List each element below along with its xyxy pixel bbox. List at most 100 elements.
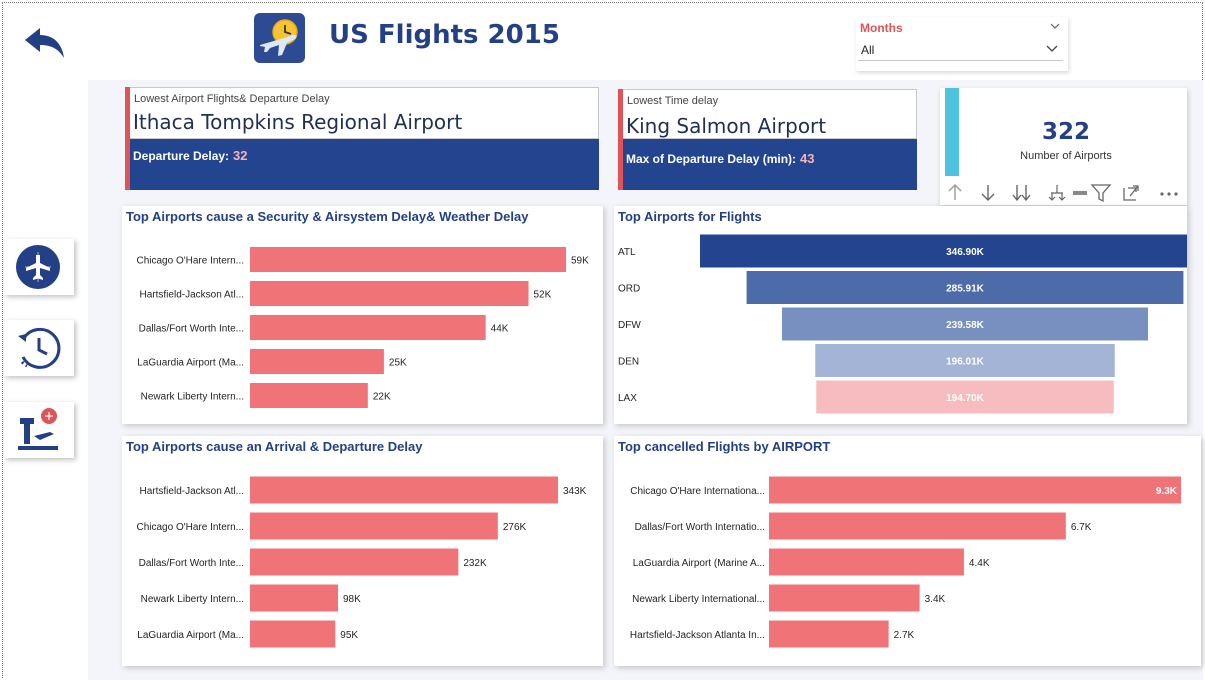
chevron-down-icon xyxy=(1046,45,1058,52)
metric-value: 32 xyxy=(233,148,248,163)
bar[interactable] xyxy=(769,620,889,648)
funnel-category-label: DFW xyxy=(618,320,641,331)
funnel-category-label: DEN xyxy=(618,357,639,368)
chart-top-airports-flights: ATL 346.90K ORD 285.91K DFW 239.58K DEN 196.01K… xyxy=(618,234,1187,414)
history-clock-icon xyxy=(18,327,61,369)
drill-down-icon[interactable] xyxy=(981,185,995,201)
bar[interactable] xyxy=(769,584,920,612)
chevron-down-icon[interactable] xyxy=(1048,19,1062,33)
data-label: 52K xyxy=(534,290,552,301)
data-label: 44K xyxy=(491,324,509,335)
chart-security-delay: Chicago O'Hare Intern... 59K Hartsfield-Ja… xyxy=(136,247,589,408)
card-metric: Max of Departure Delay (min): 43 xyxy=(626,151,815,166)
plane-clock-icon xyxy=(260,19,298,56)
axis-tick-label: Dallas/Fort Worth Internatio... xyxy=(635,522,765,533)
chart-title: Top Airports for Flights xyxy=(618,209,762,224)
kpi-value: 322 xyxy=(1041,119,1090,145)
data-label: 6.7K xyxy=(1071,522,1092,533)
slicer-value: All xyxy=(861,43,875,57)
slicer-title: Months xyxy=(860,21,903,35)
expand-all-down-icon[interactable] xyxy=(1012,185,1031,202)
bar[interactable] xyxy=(250,620,336,648)
axis-tick-label: Chicago O'Hare Intern... xyxy=(136,256,244,267)
funnel-bar[interactable] xyxy=(781,307,1149,341)
app-logo xyxy=(254,13,305,63)
bar[interactable] xyxy=(250,584,338,612)
chart-arrival-departure-delay: Hartsfield-Jackson Atl... 343K Chicago O'H… xyxy=(136,476,587,648)
card-label: Lowest Time delay xyxy=(627,95,719,107)
data-label: 98K xyxy=(343,594,361,605)
funnel-category-label: ORD xyxy=(618,284,640,295)
bar[interactable] xyxy=(250,476,558,504)
funnel-bar[interactable] xyxy=(816,380,1114,414)
data-label: 95K xyxy=(340,630,358,641)
axis-tick-label: Newark Liberty International... xyxy=(632,594,765,605)
data-label: 59K xyxy=(571,256,589,267)
more-options-icon[interactable] xyxy=(1160,192,1178,196)
axis-tick-label: Newark Liberty Intern... xyxy=(141,392,244,403)
bar[interactable] xyxy=(250,315,486,340)
funnel-bar[interactable] xyxy=(700,234,1187,268)
nav-button-flights[interactable] xyxy=(4,239,74,295)
nav-button-delay[interactable] xyxy=(4,320,74,376)
bar[interactable] xyxy=(250,512,498,540)
focus-mode-icon[interactable] xyxy=(1123,185,1139,201)
data-label: 239.58K xyxy=(946,320,985,331)
chart-cancelled-flights: Chicago O'Hare Internationa... 9.3K Dallas… xyxy=(630,476,1181,648)
data-label: 22K xyxy=(373,392,391,403)
chart-title: Top cancelled Flights by AIRPORT xyxy=(618,439,831,454)
airplane-radar-icon xyxy=(16,245,60,289)
bar[interactable] xyxy=(250,349,384,374)
panel-top-airports-flights: Top Airports for Flights ATL 346.90K ORD 28… xyxy=(614,206,1187,424)
bar[interactable] xyxy=(250,281,529,306)
data-label: 25K xyxy=(389,358,407,369)
back-arrow-icon xyxy=(25,28,64,58)
bar[interactable] xyxy=(250,247,566,272)
bar[interactable] xyxy=(250,548,459,576)
bar[interactable] xyxy=(769,512,1066,540)
data-label: 3.4K xyxy=(925,594,946,605)
back-button[interactable] xyxy=(22,24,68,64)
card-lowest-time-delay: Lowest Time delay King Salmon Airport Ma… xyxy=(618,89,917,190)
axis-tick-label: Hartsfield-Jackson Atl... xyxy=(140,486,244,497)
drill-up-icon[interactable] xyxy=(948,184,962,200)
axis-tick-label: LaGuardia Airport (Marine A... xyxy=(633,558,765,569)
axis-tick-label: Hartsfield-Jackson Atl... xyxy=(140,290,244,301)
card-value: King Salmon Airport xyxy=(626,114,827,138)
metric-value: 43 xyxy=(800,151,815,166)
axis-tick-label: LaGuardia Airport (Ma... xyxy=(137,630,244,641)
filter-icon[interactable] xyxy=(1090,184,1112,203)
metric-label: Max of Departure Delay (min): xyxy=(626,152,797,166)
slicer-dropdown[interactable]: All xyxy=(858,39,1063,61)
axis-tick-label: Chicago O'Hare Internationa... xyxy=(630,486,765,497)
data-label: 9.3K xyxy=(1156,486,1178,497)
kpi-number-of-airports: 322 Number of Airports xyxy=(940,88,1187,205)
card-metric: Departure Delay: 32 xyxy=(133,148,248,163)
data-label: 2.7K xyxy=(894,630,915,641)
kpi-label: Number of Airports xyxy=(1020,150,1112,162)
airport-tower-icon xyxy=(18,408,58,450)
axis-tick-label: Dallas/Fort Worth Inte... xyxy=(139,558,244,569)
axis-tick-label: Dallas/Fort Worth Inte... xyxy=(139,324,244,335)
page-title: US Flights 2015 xyxy=(329,20,560,50)
card-label: Lowest Airport Flights& Departure Delay xyxy=(134,93,330,105)
panel-security-delay: Top Airports cause a Security & Airsyste… xyxy=(122,206,603,424)
data-label: 194.70K xyxy=(946,393,985,404)
data-label: 232K xyxy=(463,558,487,569)
expand-next-level-icon[interactable] xyxy=(1048,185,1066,201)
panel-arrival-departure-delay: Top Airports cause an Arrival & Departur… xyxy=(122,436,603,666)
axis-tick-label: Hartsfield-Jackson Atlanta In... xyxy=(630,630,765,641)
data-label: 343K xyxy=(563,486,587,497)
panel-cancelled-flights: Top cancelled Flights by AIRPORT Chicago… xyxy=(614,436,1201,666)
bar[interactable] xyxy=(769,476,1181,504)
bar[interactable] xyxy=(250,383,368,408)
nav-button-cancelled[interactable] xyxy=(4,402,74,458)
pin-visual-icon[interactable] xyxy=(1073,191,1087,195)
data-label: 285.91K xyxy=(946,284,985,295)
bar[interactable] xyxy=(769,548,964,576)
funnel-bar[interactable] xyxy=(815,344,1115,377)
data-label: 276K xyxy=(503,522,527,533)
data-label: 196.01K xyxy=(946,357,985,368)
months-slicer[interactable]: Months All xyxy=(856,17,1068,71)
funnel-bar[interactable] xyxy=(746,271,1184,304)
